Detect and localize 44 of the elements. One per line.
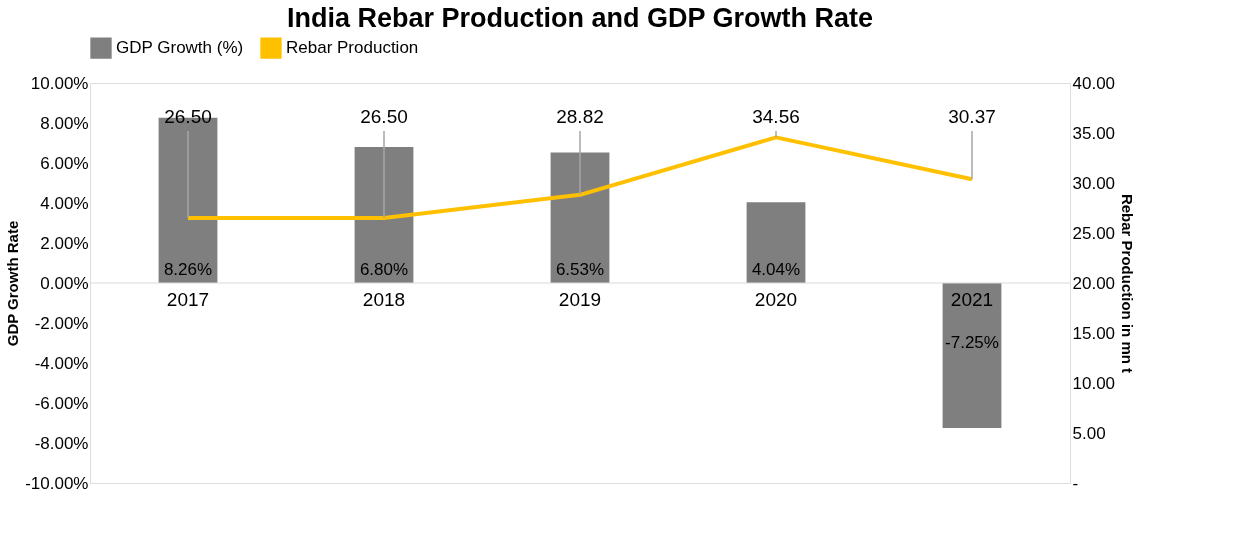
x-tick-label: 2019 [558, 289, 602, 310]
line-series [186, 135, 974, 220]
data-label: 28.82 [556, 106, 604, 127]
data-label: 6.80% [359, 260, 409, 279]
y-tick-label: 10.00% [30, 73, 89, 93]
data-label: 6.53% [555, 260, 605, 279]
data-label: -7.25% [945, 332, 999, 352]
y2-tick-label: 35.00 [1072, 123, 1116, 143]
y2-tick-label: 40.00 [1072, 73, 1116, 93]
y-tick-label: 2.00% [40, 233, 89, 253]
bar [550, 152, 610, 283]
y2-tick-label: 25.00 [1072, 223, 1116, 243]
legend-label: GDP Growth (%) [116, 38, 244, 58]
y-tick-label: 8.00% [40, 113, 89, 133]
y-tick-label: 6.00% [40, 153, 89, 173]
y2-tick-label: 15.00 [1072, 323, 1116, 343]
y2-tick-label: 5.00 [1072, 423, 1106, 443]
bar [942, 283, 1002, 428]
data-label: 30.37 [948, 106, 996, 127]
x-tick-label: 2020 [754, 289, 798, 310]
bar [746, 202, 806, 283]
y-tick-label: -8.00% [34, 433, 89, 453]
data-label: 26.50 [360, 106, 408, 127]
chart-title: India Rebar Production and GDP Growth Rate [286, 3, 874, 33]
y2-tick-label: - [1072, 473, 1079, 493]
y2-axis-title: Rebar Production in mn t [1119, 193, 1137, 374]
y-tick-label: -6.00% [34, 393, 89, 413]
data-label: 34.56 [752, 106, 800, 127]
y2-tick-label: 30.00 [1072, 173, 1116, 193]
data-label: 4.04% [751, 260, 801, 279]
y2-tick-label: 10.00 [1072, 373, 1116, 393]
x-tick-label: 2017 [166, 289, 210, 310]
y-tick-label: -10.00% [25, 473, 89, 493]
y-tick-label: 4.00% [40, 193, 89, 213]
data-label: 8.26% [163, 260, 213, 279]
data-label: 26.50 [164, 106, 212, 127]
legend-label: Rebar Production [286, 38, 419, 58]
y-tick-label: -4.00% [34, 353, 89, 373]
x-tick-label: 2021 [950, 289, 994, 310]
y-axis-title: GDP Growth Rate [4, 220, 22, 347]
x-tick-label: 2018 [362, 289, 406, 310]
y-tick-label: -2.00% [34, 313, 89, 333]
y2-tick-label: 20.00 [1072, 273, 1116, 293]
y-tick-label: 0.00% [40, 273, 89, 293]
